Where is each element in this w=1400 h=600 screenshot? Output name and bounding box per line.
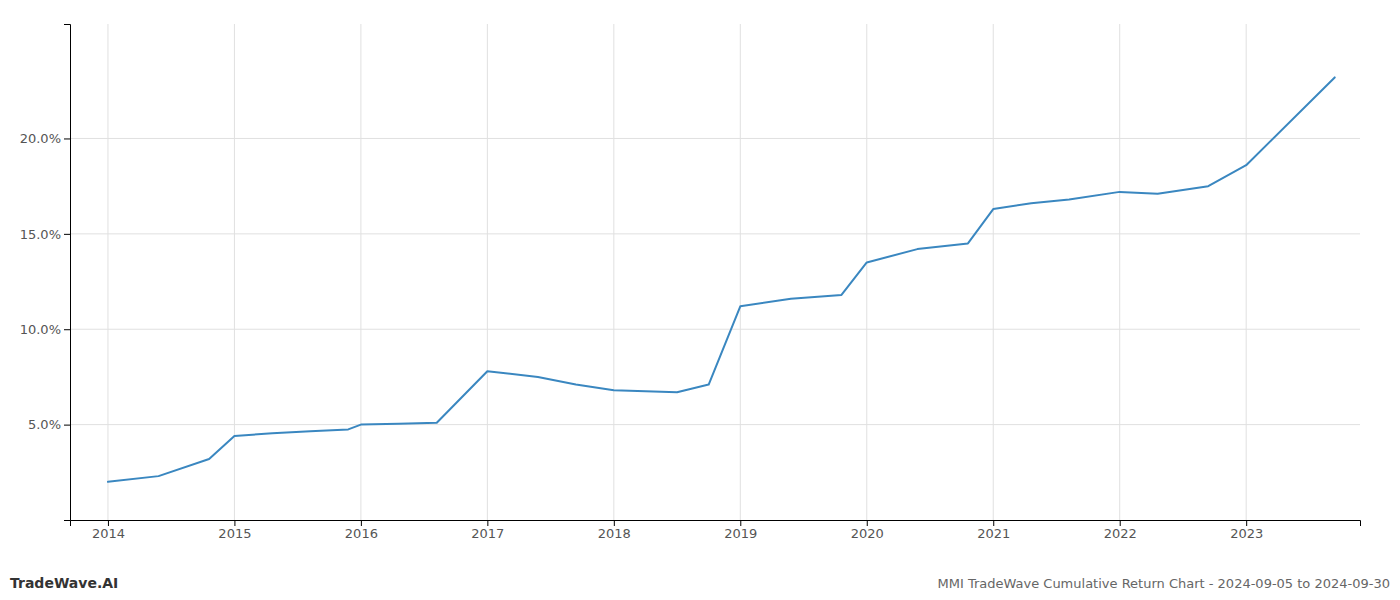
grid-line xyxy=(107,24,108,520)
tick-mark xyxy=(1120,520,1121,526)
tick-mark xyxy=(64,329,70,330)
tick-label: 2014 xyxy=(92,526,125,541)
tick-mark xyxy=(64,425,70,426)
tick-label: 2019 xyxy=(724,526,757,541)
grid-line xyxy=(613,24,614,520)
tick: 2022 xyxy=(1104,520,1137,541)
tick-mark xyxy=(108,520,109,526)
tick: 20.0% xyxy=(20,131,70,146)
grid-line xyxy=(1119,24,1120,520)
tick-label: 10.0% xyxy=(20,322,61,337)
tick: 2016 xyxy=(345,520,378,541)
tick-mark xyxy=(64,138,70,139)
tick: 5.0% xyxy=(28,417,70,432)
tick-label: 2022 xyxy=(1104,526,1137,541)
tick: 15.0% xyxy=(20,227,70,242)
grid-line xyxy=(866,24,867,520)
grid-line xyxy=(70,329,1360,330)
tick-label: 20.0% xyxy=(20,131,61,146)
tick-mark xyxy=(867,520,868,526)
tick-mark xyxy=(993,520,994,526)
tick-label: 15.0% xyxy=(20,227,61,242)
tick-mark xyxy=(614,520,615,526)
grid-line xyxy=(487,24,488,520)
grid-line xyxy=(70,424,1360,425)
axis-line xyxy=(64,25,71,521)
tick-label: 2020 xyxy=(851,526,884,541)
tick: 2015 xyxy=(218,520,251,541)
grid-line xyxy=(993,24,994,520)
axis-line xyxy=(71,521,1361,527)
grid-line xyxy=(70,138,1360,139)
tick: 2017 xyxy=(471,520,504,541)
tick: 2020 xyxy=(851,520,884,541)
tick: 2023 xyxy=(1230,520,1263,541)
tick-label: 2021 xyxy=(977,526,1010,541)
tick-label: 2017 xyxy=(471,526,504,541)
tick: 2014 xyxy=(92,520,125,541)
x-axis: 2014 2015 2016 2017 2018 2019 2020 2021 2022 2023 xyxy=(71,520,1361,541)
grid xyxy=(70,24,1360,520)
title: MMI TradeWave Cumulative Return Chart - … xyxy=(938,576,1391,591)
y-axis: 5.0% 10.0% 15.0% 20.0% xyxy=(20,25,71,521)
line xyxy=(108,77,1335,481)
tick: 10.0% xyxy=(20,322,70,337)
grid-line xyxy=(234,24,235,520)
tick: 2019 xyxy=(724,520,757,541)
tick-mark xyxy=(64,234,70,235)
grid-line xyxy=(1246,24,1247,520)
tick-label: 2018 xyxy=(598,526,631,541)
tick: 2021 xyxy=(977,520,1010,541)
tick-label: 2015 xyxy=(218,526,251,541)
grid-line xyxy=(70,233,1360,234)
tick-mark xyxy=(361,520,362,526)
grid-line xyxy=(740,24,741,520)
tick-mark xyxy=(234,520,235,526)
chart: 2014 2015 2016 2017 2018 2019 2020 2021 2022 2023… xyxy=(0,0,1400,600)
plot-area xyxy=(108,77,1335,481)
tick-mark xyxy=(487,520,488,526)
tick-mark xyxy=(1246,520,1247,526)
tick: 2018 xyxy=(598,520,631,541)
watermark: TradeWave.AI xyxy=(10,575,118,591)
tick-mark xyxy=(740,520,741,526)
tick-label: 5.0% xyxy=(28,417,61,432)
grid-line xyxy=(360,24,361,520)
tick-label: 2016 xyxy=(345,526,378,541)
tick-label: 2023 xyxy=(1230,526,1263,541)
